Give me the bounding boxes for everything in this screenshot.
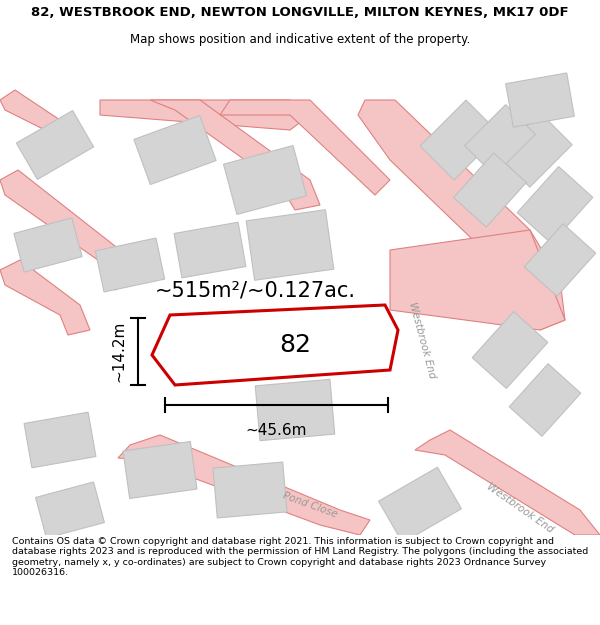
Polygon shape xyxy=(415,430,600,535)
Polygon shape xyxy=(223,146,307,214)
Text: Map shows position and indicative extent of the property.: Map shows position and indicative extent… xyxy=(130,32,470,46)
Polygon shape xyxy=(100,100,310,130)
Polygon shape xyxy=(213,462,287,518)
Polygon shape xyxy=(134,116,216,184)
Polygon shape xyxy=(174,222,246,278)
Polygon shape xyxy=(14,218,82,272)
Polygon shape xyxy=(498,113,572,187)
Polygon shape xyxy=(517,167,593,243)
Polygon shape xyxy=(0,260,90,335)
Polygon shape xyxy=(152,305,398,385)
Text: 82: 82 xyxy=(279,333,311,357)
Polygon shape xyxy=(123,441,197,499)
Text: Pond Close: Pond Close xyxy=(281,491,338,519)
Polygon shape xyxy=(0,90,75,155)
Text: 82, WESTBROOK END, NEWTON LONGVILLE, MILTON KEYNES, MK17 0DF: 82, WESTBROOK END, NEWTON LONGVILLE, MIL… xyxy=(31,6,569,19)
Polygon shape xyxy=(509,364,581,436)
Polygon shape xyxy=(95,238,164,292)
Polygon shape xyxy=(0,170,135,290)
Polygon shape xyxy=(506,73,574,127)
Text: ~14.2m: ~14.2m xyxy=(111,321,126,382)
Polygon shape xyxy=(358,100,565,330)
Polygon shape xyxy=(454,153,526,227)
Polygon shape xyxy=(472,312,548,388)
Polygon shape xyxy=(118,435,370,535)
Text: Westbrook End: Westbrook End xyxy=(407,301,437,379)
Polygon shape xyxy=(255,379,335,441)
Polygon shape xyxy=(150,100,320,210)
Polygon shape xyxy=(35,482,104,538)
Polygon shape xyxy=(420,100,500,180)
Polygon shape xyxy=(379,468,461,542)
Polygon shape xyxy=(16,111,94,179)
Polygon shape xyxy=(246,210,334,280)
Polygon shape xyxy=(24,412,96,468)
Text: ~45.6m: ~45.6m xyxy=(246,423,307,438)
Polygon shape xyxy=(464,104,535,176)
Polygon shape xyxy=(220,100,390,195)
Polygon shape xyxy=(390,230,565,330)
Text: ~515m²/~0.127ac.: ~515m²/~0.127ac. xyxy=(155,280,355,300)
Polygon shape xyxy=(524,224,596,296)
Text: Contains OS data © Crown copyright and database right 2021. This information is : Contains OS data © Crown copyright and d… xyxy=(12,537,588,577)
Text: Westbrook End: Westbrook End xyxy=(485,481,555,534)
